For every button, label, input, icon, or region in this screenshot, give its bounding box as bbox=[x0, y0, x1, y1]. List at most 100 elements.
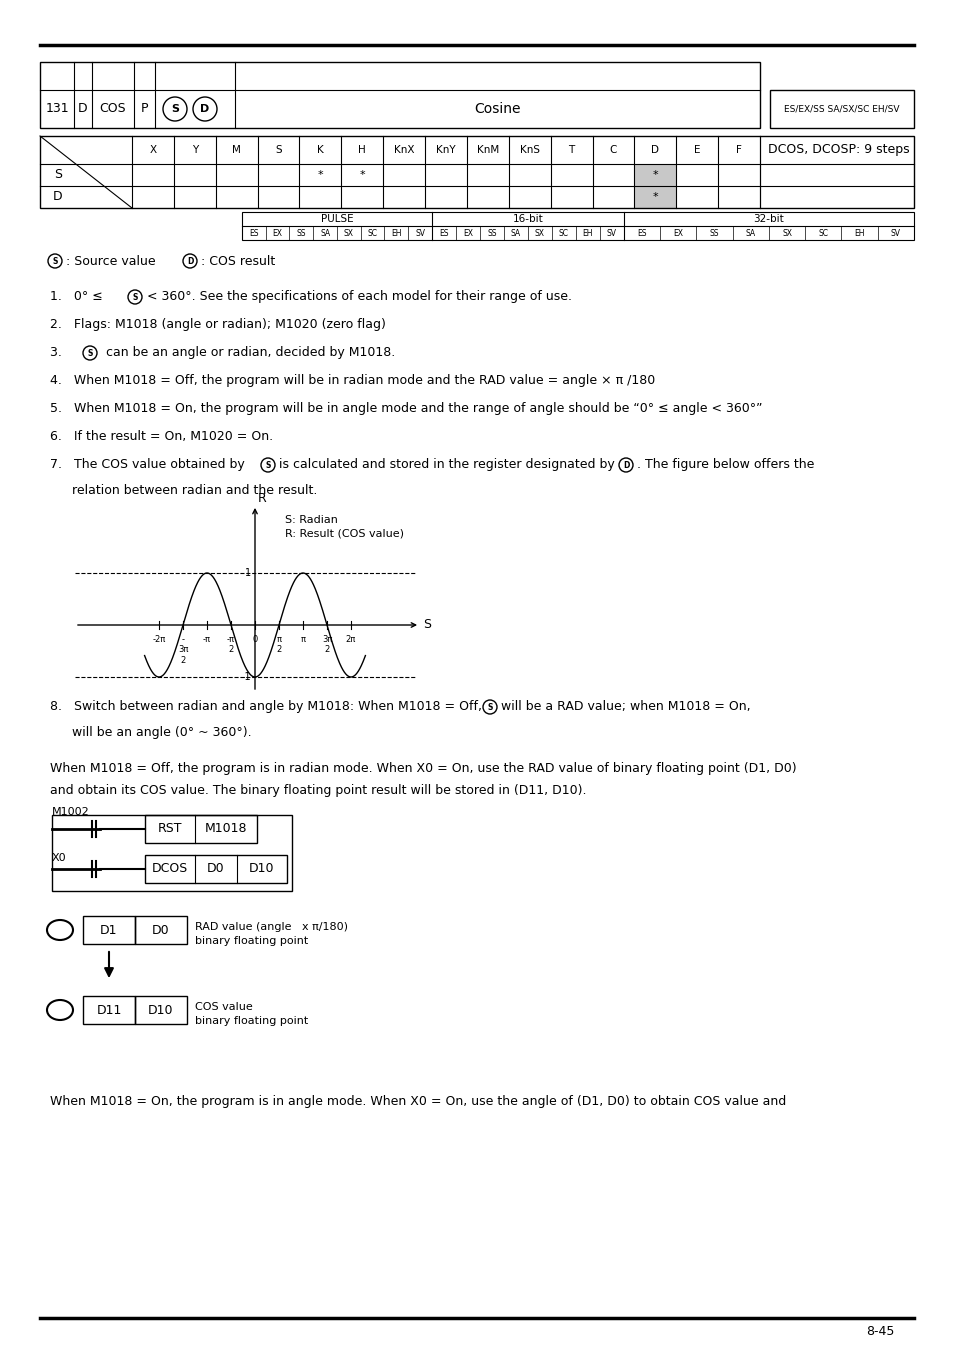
Text: *: * bbox=[359, 170, 365, 180]
Text: EX: EX bbox=[462, 228, 473, 238]
Text: T: T bbox=[568, 144, 574, 155]
Text: DCOS: DCOS bbox=[152, 863, 188, 876]
Text: KnS: KnS bbox=[519, 144, 539, 155]
Text: S: S bbox=[54, 169, 62, 181]
Text: 8.   Switch between radian and angle by M1018: When M1018 = Off,: 8. Switch between radian and angle by M1… bbox=[50, 701, 481, 713]
Circle shape bbox=[163, 97, 187, 122]
Text: SC: SC bbox=[367, 228, 377, 238]
Text: D10: D10 bbox=[148, 1003, 173, 1017]
Text: SS: SS bbox=[296, 228, 306, 238]
Text: SC: SC bbox=[818, 228, 827, 238]
Text: M1018: M1018 bbox=[205, 822, 247, 836]
Text: KnM: KnM bbox=[476, 144, 498, 155]
Text: M: M bbox=[232, 144, 241, 155]
Text: H: H bbox=[358, 144, 366, 155]
Text: SC: SC bbox=[558, 228, 568, 238]
Text: KnY: KnY bbox=[436, 144, 456, 155]
Text: 5.   When M1018 = On, the program will be in angle mode and the range of angle s: 5. When M1018 = On, the program will be … bbox=[50, 402, 761, 414]
Text: 16-bit: 16-bit bbox=[512, 215, 543, 224]
Text: binary floating point: binary floating point bbox=[194, 936, 308, 946]
Bar bbox=[634, 163, 676, 186]
Text: R: R bbox=[257, 491, 267, 505]
Text: SV: SV bbox=[606, 228, 617, 238]
Circle shape bbox=[261, 458, 274, 472]
Circle shape bbox=[83, 346, 97, 360]
Circle shape bbox=[618, 458, 633, 472]
Text: E: E bbox=[693, 144, 700, 155]
Text: When M1018 = Off, the program is in radian mode. When X0 = On, use the RAD value: When M1018 = Off, the program is in radi… bbox=[50, 761, 796, 775]
Bar bbox=[40, 62, 760, 128]
Text: Cosine: Cosine bbox=[474, 103, 520, 116]
Text: D: D bbox=[200, 104, 210, 113]
Text: *: * bbox=[652, 192, 658, 202]
Text: SS: SS bbox=[709, 228, 719, 238]
Text: X: X bbox=[150, 144, 156, 155]
Text: S: S bbox=[487, 702, 492, 711]
Circle shape bbox=[193, 97, 216, 122]
Text: S: S bbox=[55, 923, 65, 937]
Text: SX: SX bbox=[535, 228, 544, 238]
Text: F: F bbox=[736, 144, 741, 155]
Text: EH: EH bbox=[854, 228, 864, 238]
Text: RST: RST bbox=[157, 822, 182, 836]
Bar bbox=[40, 136, 913, 208]
Text: π: π bbox=[300, 634, 305, 644]
Text: π
2: π 2 bbox=[276, 634, 281, 655]
Text: can be an angle or radian, decided by M1018.: can be an angle or radian, decided by M1… bbox=[102, 346, 395, 359]
Text: < 360°. See the specifications of each model for their range of use.: < 360°. See the specifications of each m… bbox=[147, 290, 572, 302]
Text: . The figure below offers the: . The figure below offers the bbox=[637, 458, 814, 471]
Text: 6.   If the result = On, M1020 = On.: 6. If the result = On, M1020 = On. bbox=[50, 431, 273, 443]
Text: S: S bbox=[171, 104, 179, 113]
Text: 8-45: 8-45 bbox=[865, 1324, 894, 1338]
Circle shape bbox=[128, 290, 142, 304]
Text: SX: SX bbox=[343, 228, 354, 238]
Text: *: * bbox=[652, 170, 658, 180]
Text: -π
2: -π 2 bbox=[227, 634, 234, 655]
Text: PULSE: PULSE bbox=[320, 215, 353, 224]
Text: EH: EH bbox=[391, 228, 401, 238]
Text: S: S bbox=[422, 618, 431, 632]
Text: D: D bbox=[53, 190, 63, 204]
Text: D11: D11 bbox=[96, 1003, 122, 1017]
Text: S: S bbox=[265, 460, 271, 470]
Circle shape bbox=[48, 254, 62, 269]
Text: SA: SA bbox=[745, 228, 755, 238]
Text: EX: EX bbox=[273, 228, 282, 238]
Text: 131: 131 bbox=[45, 103, 69, 116]
Text: D0: D0 bbox=[207, 863, 225, 876]
Ellipse shape bbox=[47, 919, 73, 940]
Text: : COS result: : COS result bbox=[201, 255, 275, 269]
Text: S: S bbox=[52, 256, 57, 266]
Bar bbox=[135, 917, 187, 944]
Text: is calculated and stored in the register designated by: is calculated and stored in the register… bbox=[278, 458, 614, 471]
Text: When M1018 = On, the program is in angle mode. When X0 = On, use the angle of (D: When M1018 = On, the program is in angle… bbox=[50, 1095, 785, 1108]
Text: *: * bbox=[317, 170, 323, 180]
Text: -
3π
2: - 3π 2 bbox=[177, 634, 188, 664]
Text: relation between radian and the result.: relation between radian and the result. bbox=[71, 485, 317, 497]
Text: SV: SV bbox=[415, 228, 425, 238]
Text: D: D bbox=[78, 103, 88, 116]
Text: ES: ES bbox=[637, 228, 646, 238]
Text: SV: SV bbox=[890, 228, 900, 238]
Text: 32-bit: 32-bit bbox=[753, 215, 783, 224]
Text: binary floating point: binary floating point bbox=[194, 1017, 308, 1026]
Text: D: D bbox=[187, 256, 193, 266]
Text: D1: D1 bbox=[100, 923, 117, 937]
Text: EH: EH bbox=[582, 228, 593, 238]
Text: DCOS, DCOSP: 9 steps: DCOS, DCOSP: 9 steps bbox=[767, 143, 908, 157]
Text: 1: 1 bbox=[245, 568, 251, 578]
Text: 7.   The COS value obtained by: 7. The COS value obtained by bbox=[50, 458, 245, 471]
Text: S: Radian: S: Radian bbox=[285, 514, 337, 525]
Text: EX: EX bbox=[673, 228, 682, 238]
Text: 1.   0° ≤: 1. 0° ≤ bbox=[50, 290, 103, 302]
Bar bbox=[145, 815, 256, 842]
Text: RAD value (angle   x π/180): RAD value (angle x π/180) bbox=[194, 922, 348, 931]
Text: SA: SA bbox=[511, 228, 520, 238]
Bar bbox=[634, 186, 676, 208]
Text: 4.   When M1018 = Off, the program will be in radian mode and the RAD value = an: 4. When M1018 = Off, the program will be… bbox=[50, 374, 655, 387]
Text: : Source value: : Source value bbox=[66, 255, 155, 269]
Text: ES: ES bbox=[249, 228, 258, 238]
Text: SX: SX bbox=[781, 228, 791, 238]
Text: D10: D10 bbox=[249, 863, 274, 876]
Text: D: D bbox=[651, 144, 659, 155]
